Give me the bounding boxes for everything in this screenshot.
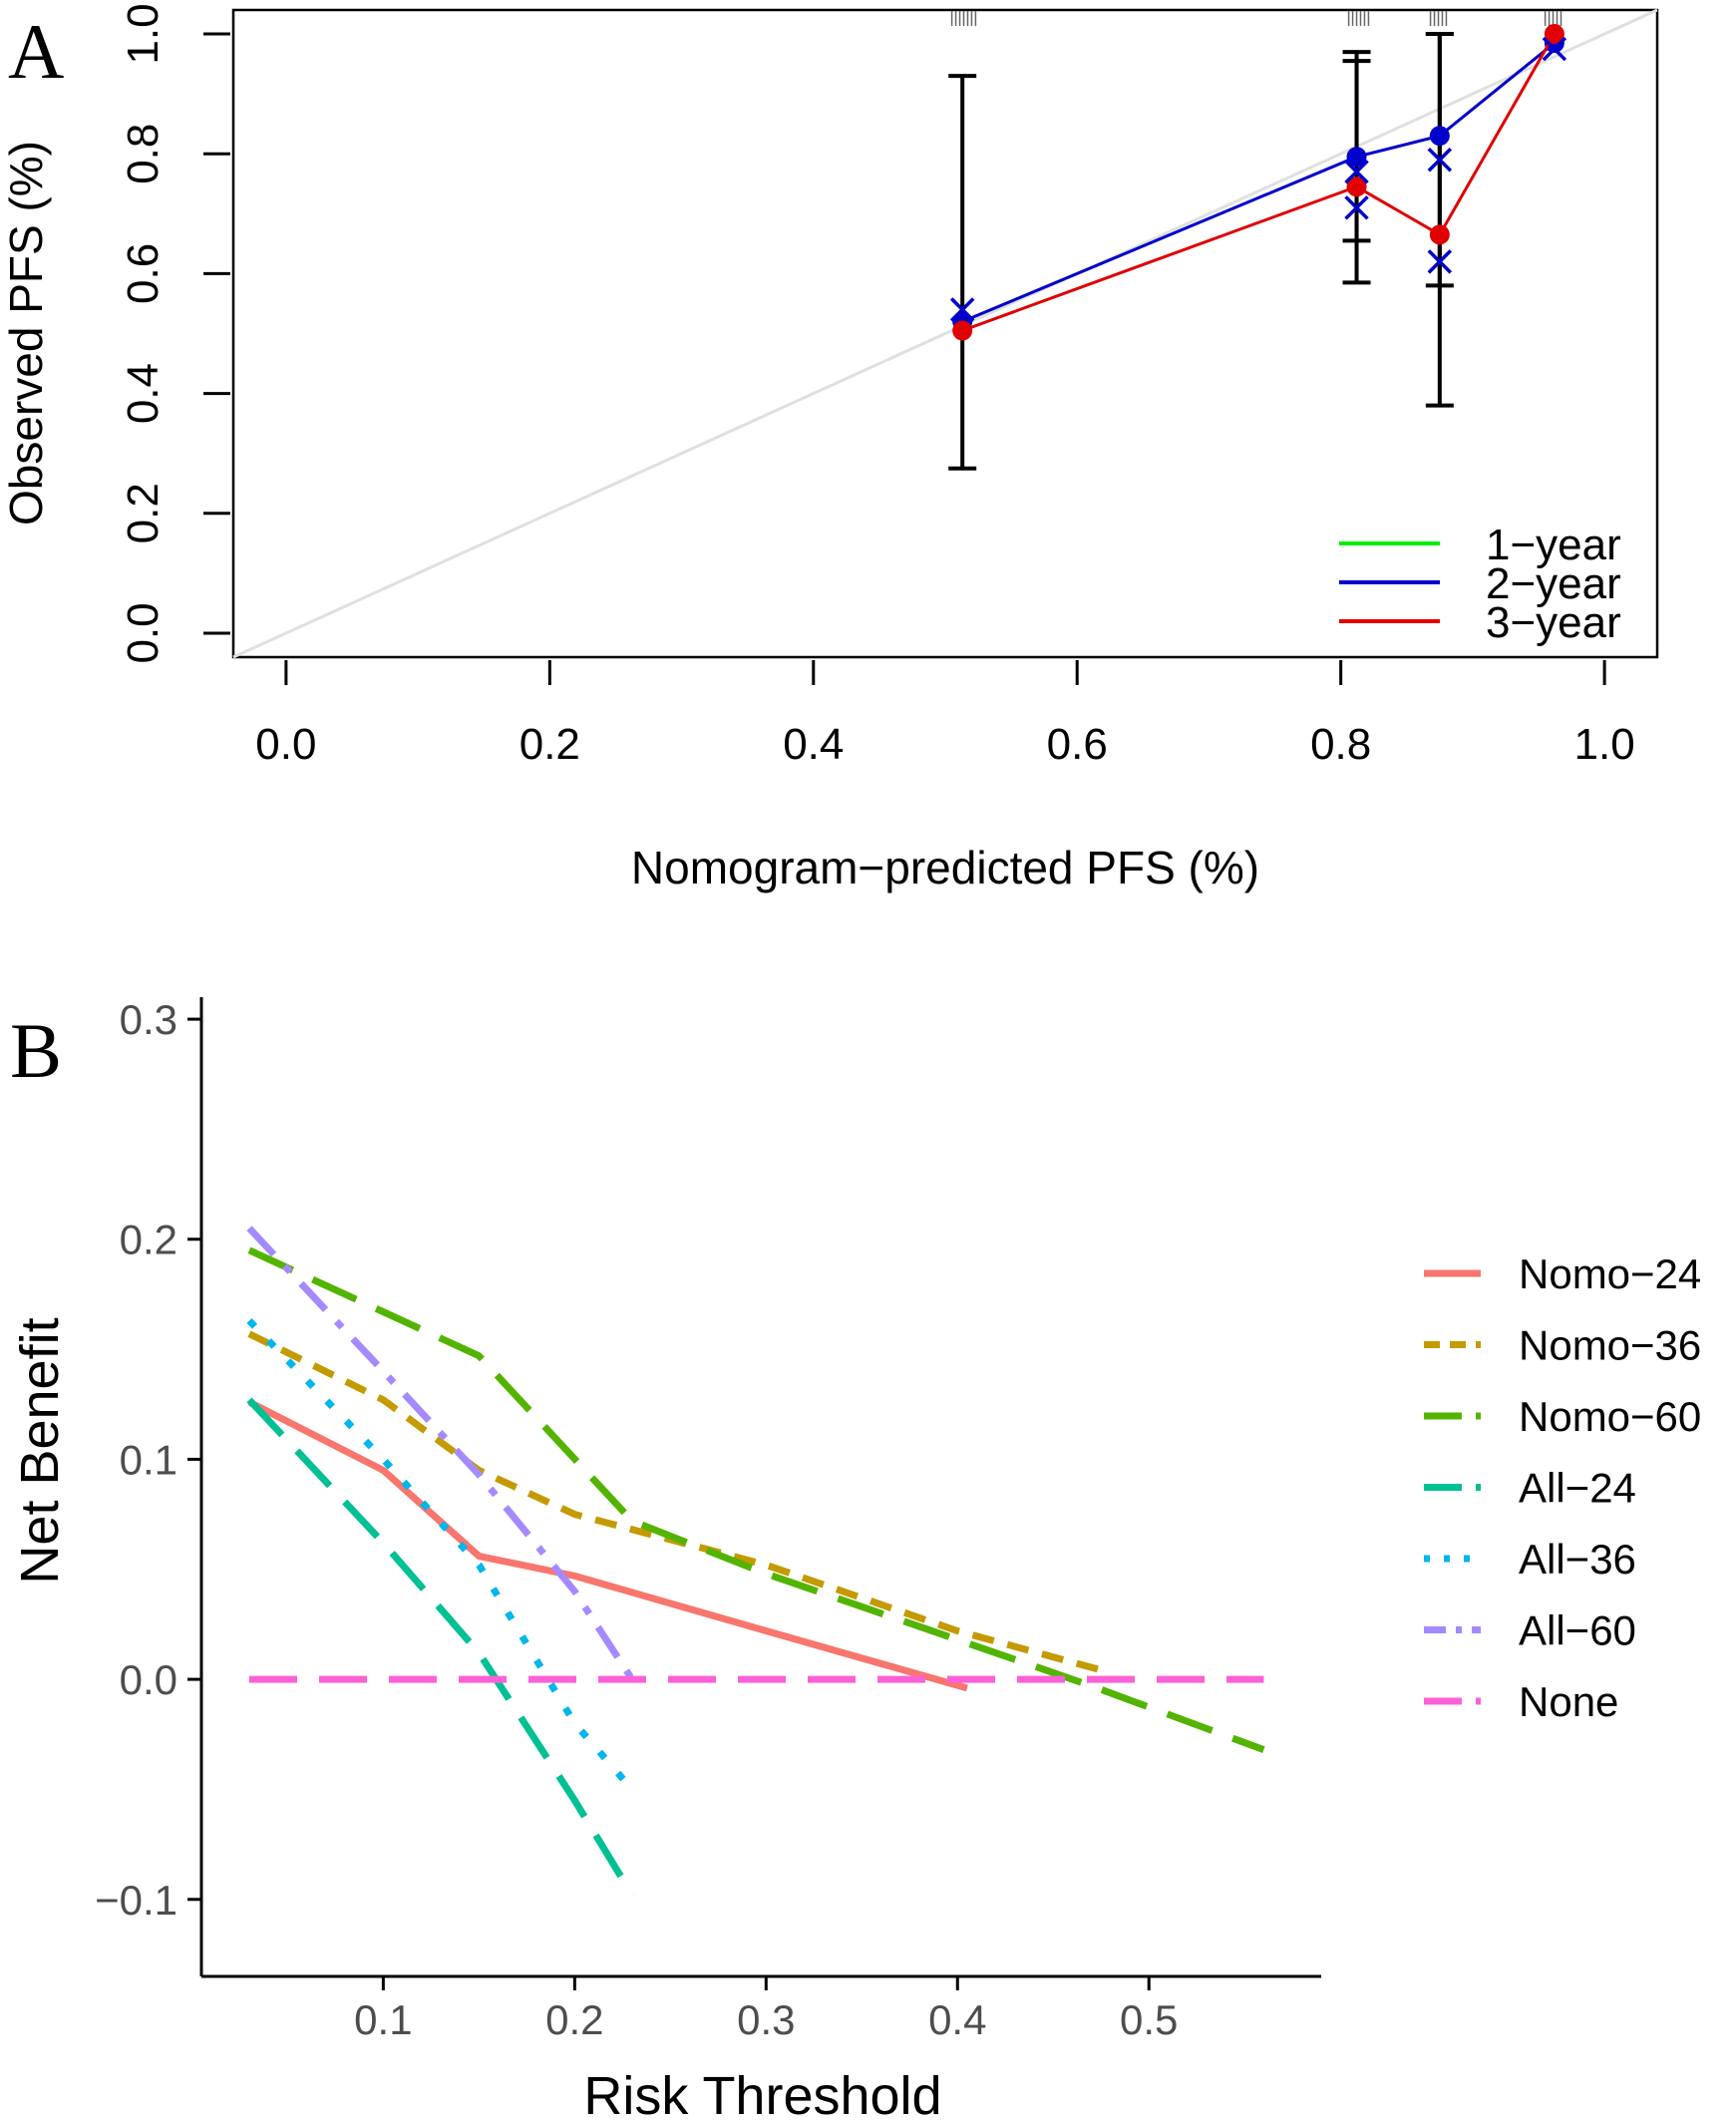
panel-a-x-tick-label-4: 0.8 (1310, 720, 1371, 769)
panel-b-legend-label-all-36: All−36 (1519, 1536, 1636, 1583)
panel-a-legend-label-2-year: 2−year (1486, 559, 1621, 608)
panel-a-point-2-year-1 (1346, 147, 1367, 168)
panel-a-series-line-3-year (961, 33, 1557, 332)
panel-b-series-line-all-36 (246, 1317, 635, 1792)
panel-a-x-marker-5 (1542, 36, 1567, 62)
panel-a-plot-box (231, 8, 1659, 659)
panel-a-x-tick-label-0: 0.0 (255, 720, 316, 769)
panel-a-y-tick-label-4: 0.8 (119, 124, 168, 184)
panel-a-label: A (8, 8, 64, 95)
panel-a-y-axis: 0.0 0.2 0.4 0.6 0.8 1.0 (119, 3, 230, 664)
panel-a-x-marker-2 (1344, 195, 1369, 220)
panel-a-series-line-2-year (961, 41, 1556, 323)
panel-b-x-tick-label-1: 0.2 (545, 1996, 603, 2043)
panel-b-y-tick-label-0: −0.1 (95, 1877, 177, 1924)
panel-a-x-marker-1 (1344, 160, 1369, 184)
panel-a-x-marker-4 (1427, 249, 1453, 274)
panel-b-plot-area (246, 1226, 1265, 1898)
panel-b-label: B (10, 1007, 62, 1094)
panel-b-legend: Nomo−24 Nomo−36 Nomo−60 All−24 All−36 All−60 N… (1424, 1250, 1701, 1725)
panel-b-series-line-all-24 (246, 1397, 635, 1898)
panel-b-legend-label-nomo-36: Nomo−36 (1519, 1322, 1701, 1369)
panel-b-y-axis: −0.1 0.0 0.1 0.2 0.3 (95, 996, 201, 1924)
panel-a-x-tick-label-1: 0.2 (520, 720, 580, 769)
panel-a-x-axis: 0.0 0.2 0.4 0.6 0.8 1.0 (255, 660, 1635, 769)
panel-a-calibration-plot: A 0.0 0.2 0.4 0.6 0.8 1.0 0.00.20.40.60.81.0 … (0, 3, 1659, 893)
panel-b-x-tick-label-2: 0.3 (737, 1996, 795, 2043)
panel-a-point-3-year-1 (1346, 177, 1367, 197)
panel-b-x-tick-label-3: 0.4 (928, 1996, 986, 2043)
panel-b-legend-label-all-60: All−60 (1519, 1607, 1636, 1654)
panel-a-x-marker-3 (1427, 147, 1453, 173)
panel-b-series-line-nomo-60 (247, 1246, 1265, 1753)
panel-b-x-tick-label-0: 0.1 (354, 1996, 412, 2043)
panel-b-series-line-nomo-36 (247, 1330, 1112, 1676)
panel-a-y-tick-label-5: 1.0 (119, 3, 168, 64)
panel-a-x-axis-title: Nomogram−predicted PFS (%) (631, 842, 1259, 893)
panel-b-y-axis-title: Net Benefit (10, 1317, 70, 1584)
panel-b-y-tick-label-2: 0.1 (120, 1436, 177, 1483)
panel-b-y-tick-label-4: 0.3 (120, 996, 177, 1043)
panel-b-legend-label-nomo-24: Nomo−24 (1519, 1250, 1701, 1297)
panel-a-point-2-year-2 (1429, 126, 1450, 147)
panel-a-ideal-diagonal (232, 8, 1658, 659)
panel-a-x-marker-0 (949, 297, 975, 322)
panel-a-x-tick-label-5: 1.0 (1574, 720, 1635, 769)
panel-a-plot-area (232, 8, 1658, 659)
panel-b-decision-curve: B 0.1 0.2 0.3 0.4 0.5 −0.1 0.0 0.1 0.2 0.3 Risk … (10, 996, 1701, 2120)
panel-b-series-line-nomo-24 (247, 1398, 968, 1692)
panel-b-series-line-all-60 (246, 1226, 635, 1682)
panel-b-legend-label-all-24: All−24 (1519, 1465, 1636, 1512)
panel-b-y-tick-label-3: 0.2 (120, 1217, 177, 1263)
panel-a-legend-label-3-year: 3−year (1486, 598, 1621, 647)
panel-a-y-tick-label-3: 0.6 (119, 243, 168, 304)
panel-a-x-tick-label-2: 0.4 (783, 720, 844, 769)
panel-a-point-3-year-2 (1429, 224, 1450, 245)
panel-b-x-tick-label-4: 0.5 (1120, 1996, 1178, 2043)
panel-a-point-3-year-3 (1544, 24, 1564, 45)
panel-a-x-tick-label-3: 0.6 (1047, 720, 1108, 769)
panel-a-y-tick-label-1: 0.2 (119, 483, 168, 543)
panel-a-y-axis-title: Observed PFS (%) (0, 141, 52, 526)
panel-b-legend-label-none: None (1519, 1678, 1618, 1725)
panel-a-legend-label-1-year: 1−year (1486, 521, 1621, 569)
panel-b-y-tick-label-1: 0.0 (120, 1656, 177, 1703)
panel-b-legend-label-nomo-60: Nomo−60 (1519, 1393, 1701, 1440)
panel-b-x-axis-title: Risk Threshold (583, 2066, 941, 2120)
panel-b-x-axis: 0.1 0.2 0.3 0.4 0.5 (354, 1976, 1178, 2043)
panel-a-y-tick-label-2: 0.4 (119, 363, 168, 424)
panel-a-y-tick-label-0: 0.0 (119, 602, 168, 663)
panel-a-point-3-year-0 (952, 320, 973, 341)
